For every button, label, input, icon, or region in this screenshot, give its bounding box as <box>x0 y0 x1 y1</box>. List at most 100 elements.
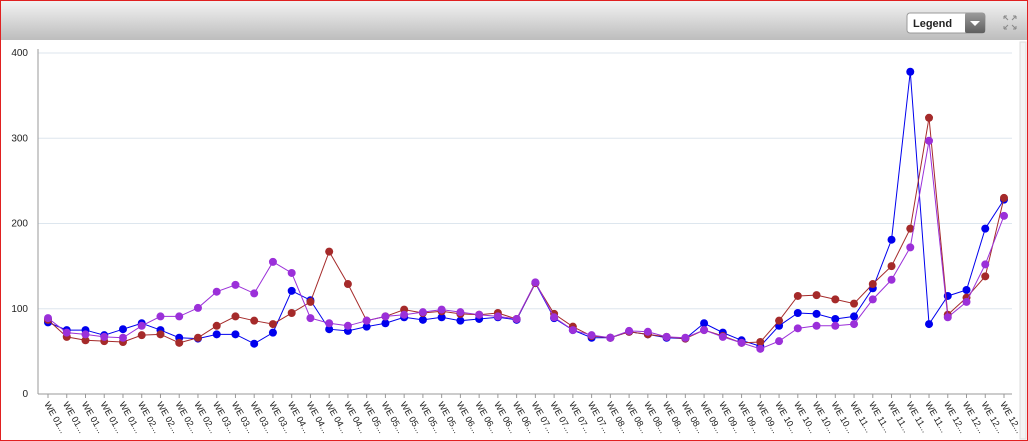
data-point <box>756 344 765 353</box>
data-point <box>718 332 727 341</box>
data-point <box>362 316 371 325</box>
data-point <box>906 243 915 252</box>
data-point <box>550 313 559 322</box>
data-point <box>962 297 971 306</box>
data-point <box>268 257 277 266</box>
data-point <box>906 224 915 233</box>
data-point <box>812 291 821 300</box>
data-point <box>887 235 896 244</box>
data-point <box>418 308 427 317</box>
expand-glyph[interactable] <box>1003 15 1017 30</box>
data-point <box>212 330 221 339</box>
data-point <box>812 309 821 318</box>
data-point <box>400 310 409 319</box>
scrollbar[interactable] <box>1019 41 1027 440</box>
data-point <box>362 322 371 331</box>
data-point <box>812 321 821 330</box>
dropdown-arrow <box>970 21 980 26</box>
legend-dropdown[interactable]: Legend <box>906 12 986 34</box>
data-point <box>625 326 634 335</box>
data-point <box>231 312 240 321</box>
data-point <box>325 319 334 328</box>
data-point <box>44 314 52 323</box>
y-tick-label: 400 <box>11 48 28 59</box>
data-point <box>1000 211 1008 220</box>
data-point <box>700 326 709 335</box>
data-point <box>118 325 127 334</box>
data-point <box>793 291 802 300</box>
y-tick-label: 0 <box>22 389 28 400</box>
data-point <box>981 260 990 269</box>
data-point <box>137 331 146 340</box>
y-tick-label: 100 <box>11 304 28 315</box>
data-point <box>175 338 184 347</box>
data-point <box>250 316 259 325</box>
data-point <box>456 308 465 317</box>
data-point <box>1000 193 1008 202</box>
data-point <box>681 333 690 342</box>
data-point <box>437 305 446 314</box>
data-point <box>456 316 465 325</box>
data-point <box>193 303 202 312</box>
data-point <box>381 319 390 328</box>
data-point <box>381 312 390 321</box>
data-point <box>325 247 334 256</box>
y-tick-label: 300 <box>11 133 28 144</box>
data-point <box>587 331 596 340</box>
data-point <box>868 295 877 304</box>
header-bar <box>1 1 1027 40</box>
data-point <box>306 314 315 323</box>
data-point <box>662 332 671 341</box>
data-point <box>531 278 540 287</box>
data-point <box>250 339 259 348</box>
data-point <box>231 330 240 339</box>
data-point <box>343 280 352 289</box>
data-point <box>268 320 277 329</box>
data-point <box>831 295 840 304</box>
data-point <box>212 321 221 330</box>
data-point <box>850 320 859 329</box>
data-point <box>906 67 915 76</box>
data-point <box>700 319 709 328</box>
data-point <box>831 314 840 323</box>
data-point <box>831 321 840 330</box>
data-point <box>250 289 259 298</box>
data-point <box>268 328 277 337</box>
dropdown-label[interactable]: Legend <box>913 18 952 30</box>
data-point <box>850 312 859 321</box>
data-point <box>175 312 184 321</box>
data-point <box>850 299 859 308</box>
y-tick-label: 200 <box>11 219 28 230</box>
data-point <box>343 321 352 330</box>
data-point <box>156 330 165 339</box>
data-point <box>925 136 934 145</box>
data-point <box>868 280 877 289</box>
data-point <box>418 315 427 324</box>
data-point <box>137 321 146 330</box>
data-point <box>475 310 484 319</box>
expand-icon[interactable] <box>1003 15 1017 30</box>
data-point <box>512 314 521 323</box>
data-point <box>81 336 90 345</box>
data-point <box>981 272 990 281</box>
data-point <box>775 337 784 346</box>
data-point <box>943 313 952 322</box>
data-point <box>925 320 934 329</box>
data-point <box>981 224 990 233</box>
data-point <box>325 325 334 334</box>
data-point <box>62 328 71 337</box>
data-point <box>756 337 765 346</box>
data-point <box>887 262 896 271</box>
data-point <box>887 275 896 284</box>
data-point <box>793 324 802 333</box>
data-point <box>287 286 296 295</box>
data-point <box>962 285 971 294</box>
data-point <box>793 309 802 318</box>
data-point <box>212 287 221 296</box>
data-point <box>231 280 240 289</box>
data-point <box>493 312 502 321</box>
data-point <box>643 327 652 336</box>
